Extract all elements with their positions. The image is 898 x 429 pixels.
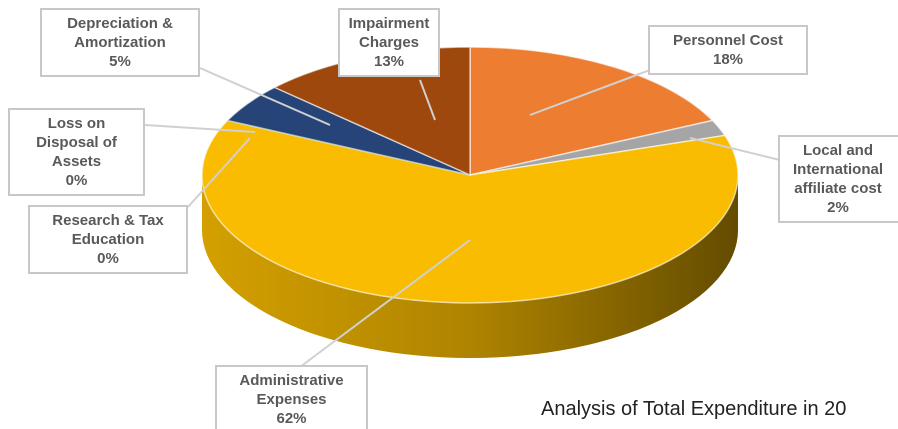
slice: [201, 119, 739, 304]
label-name: Personnel Cost: [672, 32, 784, 49]
data-label: Depreciation & Amortization 5%: [40, 8, 200, 77]
label-value: 0%: [65, 172, 88, 189]
label-name: Research & Tax Education: [52, 212, 164, 248]
label-value: 18%: [712, 51, 744, 68]
label-name: Depreciation & Amortization: [67, 15, 173, 51]
slice: [469, 46, 714, 176]
slice-side-shade: [202, 175, 738, 358]
leader-line: [144, 124, 256, 133]
leader-line: [689, 137, 781, 161]
data-label: Local and International affiliate cost 2…: [778, 135, 898, 223]
data-label: Impairment Charges 13%: [338, 8, 440, 77]
leader-line: [187, 137, 251, 208]
data-label: Administrative Expenses 62%: [215, 365, 368, 429]
label-value: 2%: [827, 199, 849, 216]
data-label: Personnel Cost 18%: [648, 25, 808, 75]
leader-line: [299, 239, 471, 368]
label-name: Local and International affiliate cost: [792, 142, 883, 197]
label-value: 5%: [109, 53, 131, 70]
label-value: 0%: [97, 250, 119, 267]
label-value: 13%: [373, 53, 405, 70]
label-value: 62%: [276, 410, 307, 427]
label-name: Loss on Disposal of Assets: [36, 115, 117, 170]
chart-title: Analysis of Total Expenditure in 20: [541, 398, 847, 420]
data-label: Loss on Disposal of Assets 0%: [8, 108, 145, 196]
leader-line: [199, 67, 331, 126]
leader-line: [529, 69, 651, 116]
label-name: Administrative Expenses: [239, 372, 344, 408]
label-name: Impairment Charges: [348, 15, 430, 51]
leader-line: [419, 79, 436, 121]
data-label: Research & Tax Education 0%: [28, 205, 188, 274]
